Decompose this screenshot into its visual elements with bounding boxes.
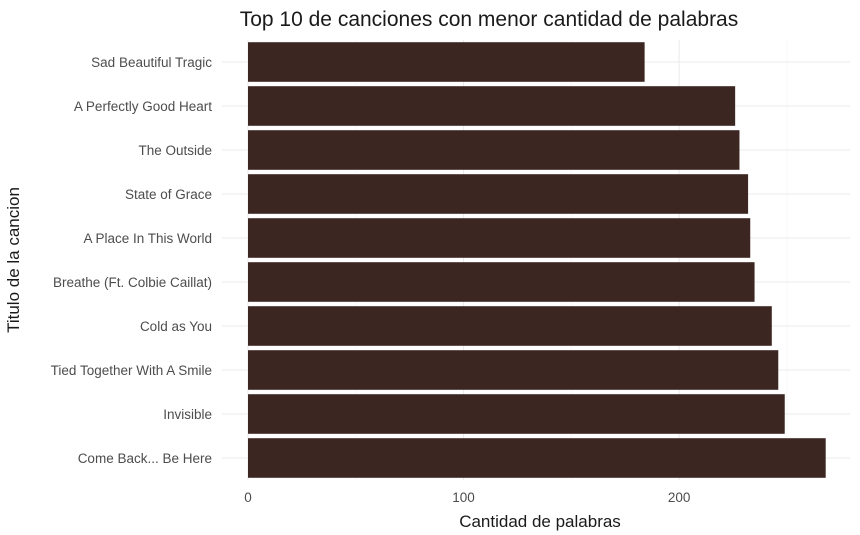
bar xyxy=(248,130,740,170)
bar xyxy=(248,218,751,258)
bar xyxy=(248,174,749,214)
bar xyxy=(248,42,645,82)
y-tick-label: A Perfectly Good Heart xyxy=(74,99,212,114)
y-tick-label: Invisible xyxy=(163,407,212,422)
x-tick-label: 100 xyxy=(452,490,475,505)
bars xyxy=(248,42,826,478)
y-tick-label: Tied Together With A Smile xyxy=(51,363,212,378)
x-tick-label: 200 xyxy=(668,490,691,505)
y-tick-label: Breathe (Ft. Colbie Caillat) xyxy=(53,275,212,290)
bar xyxy=(248,350,779,390)
chart-title: Top 10 de canciones con menor cantidad d… xyxy=(240,8,739,31)
y-tick-labels: Sad Beautiful Tragic A Perfectly Good Hea… xyxy=(51,55,213,466)
y-tick-label: The Outside xyxy=(138,143,212,158)
y-axis-label: Titulo de la cancion xyxy=(4,187,23,333)
bar xyxy=(248,394,785,434)
x-tick-label: 0 xyxy=(244,490,252,505)
y-tick-label: A Place In This World xyxy=(83,231,212,246)
bar xyxy=(248,438,826,478)
y-tick-label: Come Back... Be Here xyxy=(78,451,212,466)
bar xyxy=(248,306,772,346)
y-tick-label: State of Grace xyxy=(125,187,212,202)
y-tick-label: Cold as You xyxy=(140,319,212,334)
x-tick-labels: 0 100 200 xyxy=(244,490,690,505)
y-tick-label: Sad Beautiful Tragic xyxy=(91,55,212,70)
bar xyxy=(248,86,736,126)
bar xyxy=(248,262,755,302)
x-axis-label: Cantidad de palabras xyxy=(459,512,621,531)
